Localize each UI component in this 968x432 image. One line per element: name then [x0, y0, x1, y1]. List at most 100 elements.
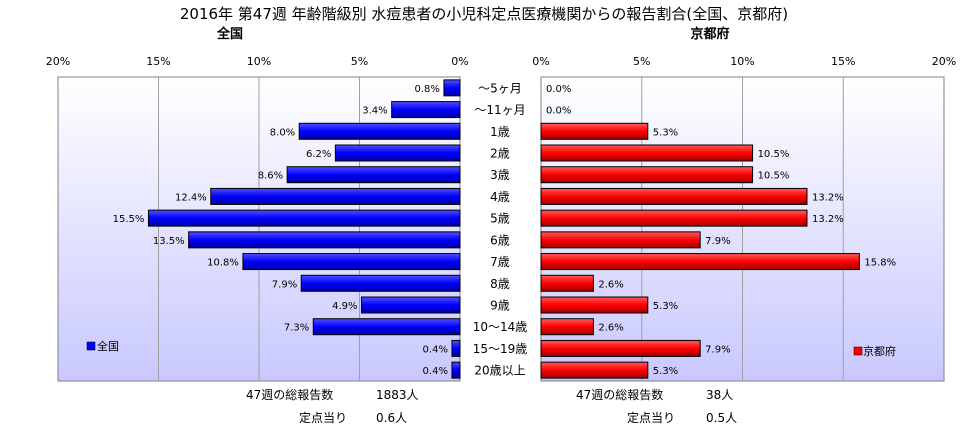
- right-value-label: 7.9%: [705, 344, 730, 355]
- left-bar: [443, 79, 461, 97]
- right-bar: [540, 296, 649, 314]
- left-footer: 47週の総報告数 1883人 定点当り 0.6人: [246, 387, 419, 425]
- left-bar: [361, 296, 461, 314]
- left-value-label: 0.8%: [415, 84, 440, 95]
- category-label: 5歳: [490, 212, 510, 226]
- left-bar: [286, 166, 461, 184]
- right-value-label: 10.5%: [758, 171, 790, 182]
- left-x-tick-label: 5%: [351, 55, 368, 68]
- left-value-label: 8.6%: [258, 171, 283, 182]
- left-value-label: 0.4%: [423, 366, 448, 377]
- right-value-label: 5.3%: [653, 127, 678, 138]
- left-value-label: 13.5%: [153, 236, 185, 247]
- left-ticks: 0% 5% 10% 15% 20%: [46, 55, 469, 68]
- right-ticks: 0% 5% 10% 15% 20%: [532, 55, 956, 68]
- left-value-label: 7.3%: [284, 323, 309, 334]
- right-bar: [540, 253, 860, 271]
- right-bar: [540, 166, 754, 184]
- left-bar: [188, 231, 461, 249]
- category-label: 20歳以上: [474, 364, 525, 378]
- right-bar: [540, 144, 754, 162]
- right-bar: [540, 274, 594, 292]
- right-value-label: 7.9%: [705, 236, 730, 247]
- category-label: ～11ヶ月: [474, 103, 525, 117]
- right-value-label: 13.2%: [812, 214, 844, 225]
- right-bar: [540, 339, 701, 357]
- right-x-tick-label: 5%: [633, 55, 650, 68]
- right-value-label: 0.0%: [546, 106, 571, 117]
- left-legend: 全国: [86, 339, 119, 353]
- category-label: 3歳: [490, 168, 510, 182]
- category-label: 15～19歳: [473, 342, 528, 356]
- right-value-label: 0.0%: [546, 84, 571, 95]
- left-x-tick-label: 15%: [146, 55, 170, 68]
- left-panel: 0% 5% 10% 15% 20% 0.8% 3.4% 8.0% 6.2% 8.6% 12.4% 1…: [46, 55, 469, 382]
- category-label: 6歳: [490, 233, 510, 247]
- right-bars: 0.0% 0.0% 5.3% 10.5% 10.5% 13.2% 13.2% 7.9% 15.8…: [540, 84, 896, 379]
- right-value-label: 13.2%: [812, 192, 844, 203]
- left-bar: [242, 253, 461, 271]
- left-footer-per-label: 定点当り: [299, 410, 347, 425]
- left-panel-title: 全国: [216, 26, 243, 42]
- right-bar: [540, 231, 701, 249]
- left-bar: [300, 274, 461, 292]
- chart-title: 2016年 第47週 年齢階級別 水痘患者の小児科定点医療機関からの報告割合(全…: [180, 5, 788, 23]
- left-value-label: 15.5%: [113, 214, 145, 225]
- left-value-label: 12.4%: [175, 192, 207, 203]
- left-value-label: 6.2%: [306, 149, 331, 160]
- category-label: ～5ヶ月: [478, 81, 522, 95]
- category-label: 4歳: [490, 190, 510, 204]
- right-legend: 京都府: [853, 344, 896, 358]
- right-x-tick-label: 20%: [932, 55, 956, 68]
- right-footer: 47週の総報告数 38人 定点当り 0.5人: [576, 387, 737, 425]
- right-value-label: 15.8%: [864, 258, 896, 269]
- left-bar: [334, 144, 461, 162]
- right-footer-per-label: 定点当り: [627, 410, 675, 425]
- right-x-tick-label: 15%: [831, 55, 855, 68]
- left-bar: [451, 339, 461, 357]
- left-legend-swatch: [86, 341, 96, 351]
- right-value-label: 5.3%: [653, 366, 678, 377]
- category-label: 1歳: [490, 125, 510, 139]
- left-bar: [451, 361, 461, 379]
- right-legend-swatch: [853, 346, 863, 356]
- category-label: 10～14歳: [473, 320, 528, 334]
- left-bars: 0.8% 3.4% 8.0% 6.2% 8.6% 12.4% 15.5% 13.5% 10.8%…: [113, 79, 461, 379]
- category-label: 2歳: [490, 147, 510, 161]
- category-label: 7歳: [490, 255, 510, 269]
- right-bar: [540, 361, 649, 379]
- left-legend-label: 全国: [97, 339, 119, 353]
- right-bar: [540, 187, 808, 205]
- left-x-tick-label: 20%: [46, 55, 70, 68]
- left-value-label: 3.4%: [362, 106, 387, 117]
- right-bar: [540, 122, 649, 140]
- left-x-tick-label: 0%: [451, 55, 468, 68]
- left-bar: [391, 101, 461, 119]
- right-bar: [540, 318, 594, 336]
- right-bar: [540, 209, 808, 227]
- right-panel: 0% 5% 10% 15% 20% 0.0% 0.0% 5.3% 10.5% 10.5% 13.2…: [532, 55, 956, 382]
- left-x-tick-label: 10%: [247, 55, 271, 68]
- left-value-label: 4.9%: [332, 301, 357, 312]
- right-footer-per-value: 0.5人: [706, 411, 737, 425]
- left-value-label: 8.0%: [270, 127, 295, 138]
- category-label: 9歳: [490, 299, 510, 313]
- right-value-label: 2.6%: [598, 323, 623, 334]
- right-legend-label: 京都府: [863, 344, 896, 358]
- left-footer-total-value: 1883人: [376, 388, 419, 402]
- left-bar: [312, 318, 461, 336]
- right-x-tick-label: 10%: [730, 55, 754, 68]
- left-value-label: 7.9%: [272, 279, 297, 290]
- left-value-label: 10.8%: [207, 258, 239, 269]
- right-footer-total-value: 38人: [706, 388, 733, 402]
- right-footer-total-label: 47週の総報告数: [576, 387, 663, 402]
- right-x-tick-label: 0%: [532, 55, 549, 68]
- left-footer-total-label: 47週の総報告数: [246, 387, 333, 402]
- right-value-label: 5.3%: [653, 301, 678, 312]
- category-labels: ～5ヶ月 ～11ヶ月 1歳 2歳 3歳 4歳 5歳 6歳 7歳 8歳 9歳 10～14歳 15～19歳 2…: [473, 81, 528, 377]
- category-label: 8歳: [490, 277, 510, 291]
- left-value-label: 0.4%: [423, 344, 448, 355]
- right-value-label: 2.6%: [598, 279, 623, 290]
- left-bar: [147, 209, 461, 227]
